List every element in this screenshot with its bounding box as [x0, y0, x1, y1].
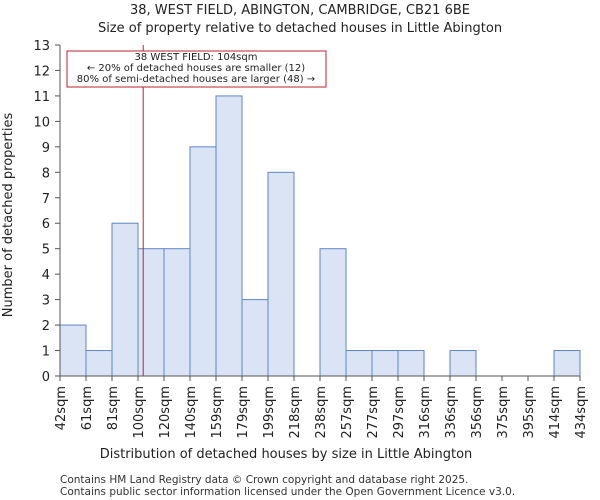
chart-subtitle: Size of property relative to detached ho…	[98, 21, 502, 36]
bar-159sqm	[215, 95, 243, 377]
bar-199sqm	[267, 171, 295, 377]
y-tick-label: 5	[42, 243, 50, 258]
x-tick-label: 356sqm	[470, 386, 485, 439]
x-axis-label: Distribution of detached houses by size …	[100, 447, 473, 462]
x-tick-label: 120sqm	[158, 386, 173, 439]
x-tick-label: 218sqm	[288, 386, 303, 439]
bar-414sqm	[553, 350, 581, 377]
bar-277sqm	[371, 350, 399, 377]
x-tick-label: 81sqm	[106, 386, 121, 430]
y-tick-label: 7	[42, 192, 50, 207]
chart-title: 38, WEST FIELD, ABINGTON, CAMBRIDGE, CB2…	[130, 3, 470, 18]
y-tick-label: 8	[42, 166, 50, 181]
y-tick-label: 11	[33, 90, 50, 105]
bar-120sqm	[163, 248, 191, 377]
x-tick-label: 238sqm	[314, 386, 329, 439]
x-tick-label: 159sqm	[210, 386, 225, 439]
x-tick-label: 257sqm	[340, 386, 355, 439]
annotation-line-3: 80% of semi-detached houses are larger (…	[77, 74, 315, 85]
y-tick-label: 2	[42, 319, 50, 334]
x-tick-label: 277sqm	[366, 386, 381, 439]
x-tick-label: 297sqm	[392, 386, 407, 439]
x-tick-label: 199sqm	[262, 386, 277, 439]
bar-81sqm	[111, 222, 139, 377]
x-tick-label: 375sqm	[496, 386, 511, 439]
annotation-line-1: 38 WEST FIELD: 104sqm	[135, 52, 258, 63]
x-tick-label: 316sqm	[418, 386, 433, 439]
x-tick-label: 42sqm	[54, 386, 69, 430]
y-tick-label: 13	[33, 39, 50, 54]
y-tick-label: 12	[33, 64, 50, 79]
y-tick-label: 6	[42, 217, 50, 232]
footer-line-2: Contains public sector information licen…	[60, 486, 515, 498]
x-tick-label: 395sqm	[522, 386, 537, 439]
y-tick-label: 4	[42, 268, 50, 283]
y-tick-label: 1	[42, 345, 50, 360]
bar-336sqm	[449, 350, 477, 377]
x-tick-label: 414sqm	[548, 386, 563, 439]
y-axis-label: Number of detached properties	[1, 113, 16, 318]
x-tick-label: 336sqm	[444, 386, 459, 439]
bar-179sqm	[241, 299, 269, 377]
annotation-box: 38 WEST FIELD: 104sqm ← 20% of detached …	[66, 50, 327, 88]
annotation-line-2: ← 20% of detached houses are smaller (12…	[87, 63, 305, 74]
x-tick-label: 61sqm	[80, 386, 95, 430]
bar-297sqm	[397, 350, 425, 377]
x-tick-label: 179sqm	[236, 386, 251, 439]
bar-238sqm	[319, 248, 347, 377]
y-tick-label: 9	[42, 141, 50, 156]
x-tick-label: 434sqm	[574, 386, 589, 439]
bar-42sqm	[59, 324, 87, 377]
bar-140sqm	[189, 146, 217, 377]
x-tick-label: 140sqm	[184, 386, 199, 439]
y-tick-label: 3	[42, 294, 50, 309]
y-tick-label: 10	[33, 115, 50, 130]
x-tick-label: 100sqm	[132, 386, 147, 439]
bar-61sqm	[85, 350, 113, 377]
y-tick-label: 0	[42, 370, 50, 385]
footer-line-1: Contains HM Land Registry data © Crown c…	[60, 474, 468, 486]
bar-257sqm	[345, 350, 373, 377]
bar-100sqm	[137, 248, 165, 377]
